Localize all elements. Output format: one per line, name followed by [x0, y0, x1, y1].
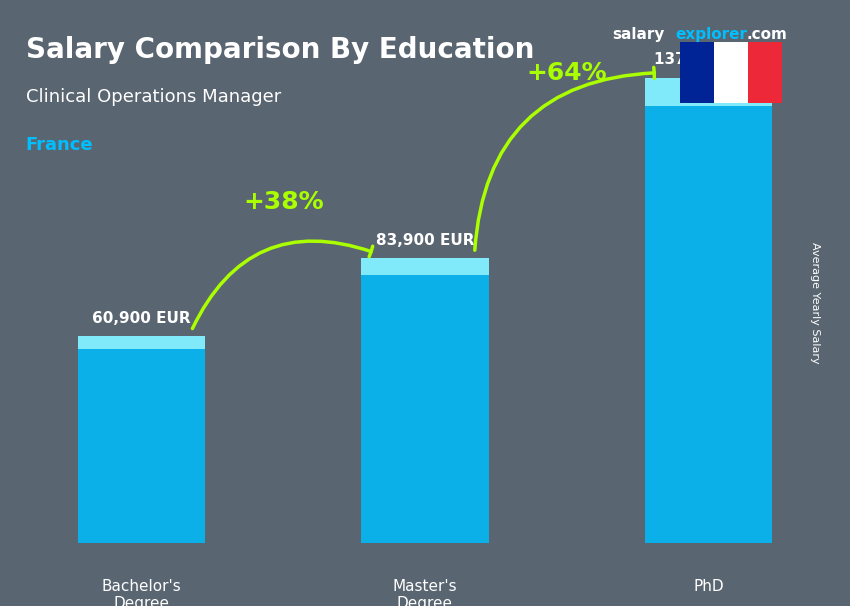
Text: explorer: explorer [676, 27, 748, 42]
Text: 60,900 EUR: 60,900 EUR [93, 311, 191, 325]
Bar [644, 78, 772, 543]
Text: France: France [26, 136, 94, 155]
Text: Average Yearly Salary: Average Yearly Salary [810, 242, 820, 364]
Text: Salary Comparison By Education: Salary Comparison By Education [26, 36, 534, 64]
Text: .com: .com [746, 27, 787, 42]
Text: Clinical Operations Manager: Clinical Operations Manager [26, 88, 280, 106]
Text: PhD: PhD [693, 579, 723, 594]
Bar [361, 258, 489, 276]
Bar [644, 78, 772, 106]
Text: Master's
Degree: Master's Degree [393, 579, 457, 606]
Text: salary: salary [612, 27, 665, 42]
Text: 83,900 EUR: 83,900 EUR [376, 233, 474, 247]
Bar [748, 42, 782, 103]
Text: Bachelor's
Degree: Bachelor's Degree [102, 579, 182, 606]
Bar [78, 336, 206, 543]
Text: +64%: +64% [526, 61, 607, 85]
Bar [680, 42, 714, 103]
Text: 137,000 EUR: 137,000 EUR [654, 52, 762, 67]
Text: +38%: +38% [243, 190, 324, 215]
Bar [361, 258, 489, 543]
Bar [78, 336, 206, 349]
Bar [714, 42, 748, 103]
